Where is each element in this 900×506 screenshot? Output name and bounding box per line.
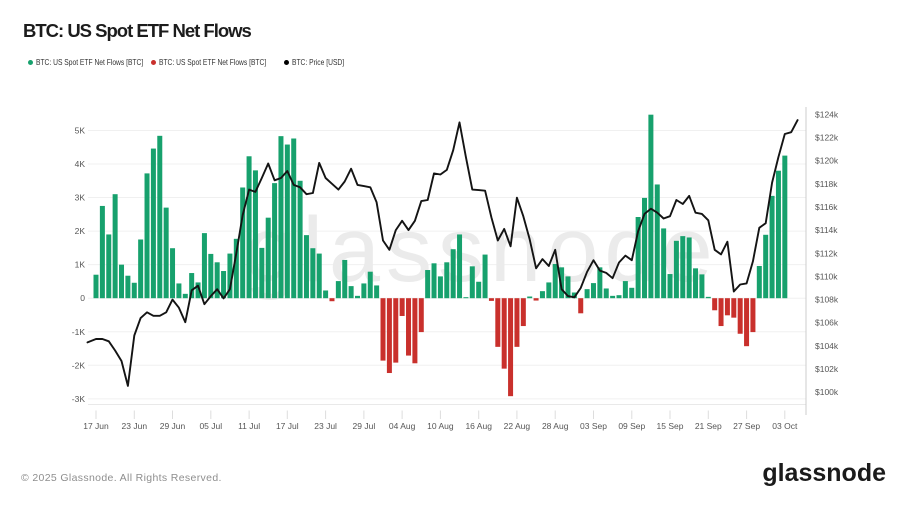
svg-text:-2K: -2K — [72, 360, 86, 370]
svg-text:22 Aug: 22 Aug — [504, 421, 531, 431]
svg-text:$122k: $122k — [815, 132, 839, 142]
svg-text:1K: 1K — [75, 260, 86, 270]
svg-text:0: 0 — [80, 293, 85, 303]
svg-text:21 Sep: 21 Sep — [695, 421, 722, 431]
svg-text:5K: 5K — [75, 125, 86, 135]
svg-text:4K: 4K — [75, 159, 86, 169]
svg-text:-1K: -1K — [72, 327, 86, 337]
svg-text:27 Sep: 27 Sep — [733, 421, 760, 431]
svg-text:$114k: $114k — [815, 225, 838, 235]
svg-text:$108k: $108k — [815, 295, 839, 305]
svg-text:28 Aug: 28 Aug — [542, 421, 569, 431]
svg-text:$116k: $116k — [815, 202, 838, 212]
svg-text:3K: 3K — [75, 193, 86, 203]
svg-text:23 Jul: 23 Jul — [314, 421, 337, 431]
svg-text:$104k: $104k — [815, 341, 839, 351]
svg-text:$124k: $124k — [815, 109, 839, 119]
svg-text:10 Aug: 10 Aug — [427, 421, 454, 431]
svg-text:$118k: $118k — [815, 179, 838, 189]
svg-text:glassnode: glassnode — [245, 199, 718, 301]
svg-text:17 Jul: 17 Jul — [276, 421, 299, 431]
svg-text:23 Jun: 23 Jun — [122, 421, 148, 431]
svg-text:09 Sep: 09 Sep — [618, 421, 645, 431]
svg-text:$106k: $106k — [815, 318, 839, 328]
svg-text:17 Jun: 17 Jun — [83, 421, 109, 431]
svg-text:$120k: $120k — [815, 156, 839, 166]
svg-text:29 Jul: 29 Jul — [353, 421, 376, 431]
svg-text:03 Oct: 03 Oct — [772, 421, 798, 431]
svg-text:03 Sep: 03 Sep — [580, 421, 607, 431]
svg-text:-3K: -3K — [72, 394, 86, 404]
svg-text:$110k: $110k — [815, 271, 838, 281]
svg-text:11 Jul: 11 Jul — [238, 421, 260, 431]
svg-text:29 Jun: 29 Jun — [160, 421, 186, 431]
svg-text:16 Aug: 16 Aug — [465, 421, 492, 431]
svg-text:04 Aug: 04 Aug — [389, 421, 416, 431]
svg-text:2K: 2K — [75, 226, 86, 236]
svg-text:05 Jul: 05 Jul — [199, 421, 222, 431]
svg-text:$100k: $100k — [815, 387, 839, 397]
svg-text:15 Sep: 15 Sep — [657, 421, 684, 431]
svg-text:$102k: $102k — [815, 364, 839, 374]
svg-text:$112k: $112k — [815, 248, 838, 258]
